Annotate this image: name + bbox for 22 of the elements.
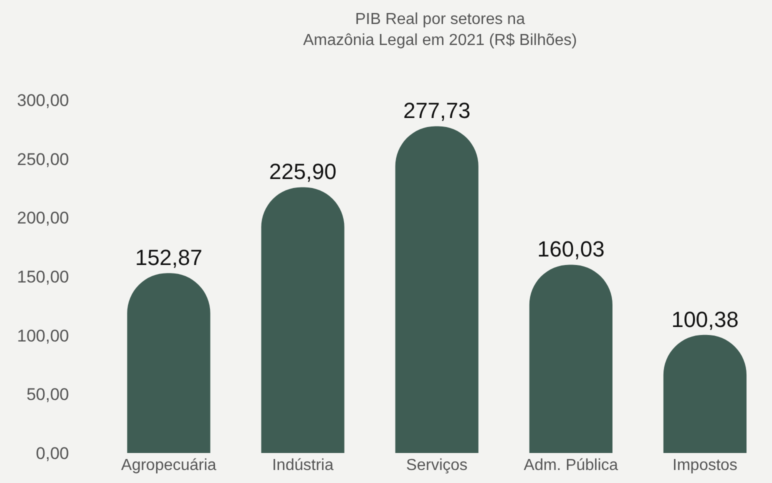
bar: [127, 273, 210, 453]
data-label: 225,90: [269, 159, 336, 184]
x-tick-label: Indústria: [272, 457, 334, 474]
data-label: 100,38: [671, 306, 739, 332]
y-tick-label: 250,00: [17, 150, 69, 169]
x-tick-label: Adm. Pública: [524, 457, 618, 474]
y-tick-label: 300,00: [17, 90, 69, 110]
data-label: 277,73: [403, 98, 470, 124]
y-tick-label: 0,00: [36, 444, 69, 463]
y-tick-label: 50,00: [26, 385, 69, 404]
x-tick-label: Serviços: [406, 457, 468, 474]
data-label: 152,87: [135, 245, 202, 270]
y-tick-label: 200,00: [17, 208, 69, 228]
x-tick-label: Agropecuária: [121, 457, 216, 474]
y-tick-label: 100,00: [17, 326, 69, 346]
y-tick-label: 150,00: [17, 267, 69, 286]
bar: [529, 264, 612, 453]
data-label: 160,03: [537, 236, 605, 262]
bar: [395, 126, 478, 453]
bar: [261, 187, 344, 453]
x-tick-label: Impostos: [672, 457, 738, 474]
chart-title: PIB Real por setores na Amazônia Legal em 2021 (R$ Bilhões): [303, 11, 578, 49]
